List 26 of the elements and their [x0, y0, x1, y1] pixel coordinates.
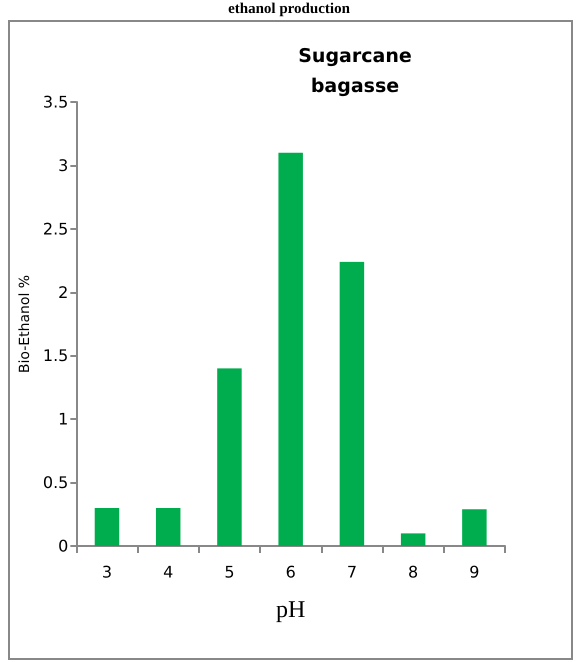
- y-tick-label: 2: [58, 282, 68, 302]
- bar: [156, 508, 180, 546]
- y-tick-label: 3.5: [42, 92, 68, 112]
- bar: [94, 508, 120, 546]
- bar: [462, 509, 487, 546]
- y-tick-label: 1.5: [42, 346, 68, 366]
- x-tick-label: 5: [224, 562, 235, 582]
- y-tick-label: 3: [58, 156, 68, 175]
- text: ethanol production: [227, 0, 351, 18]
- x-axis-title: pH: [276, 597, 306, 623]
- y-tick-label: 1: [58, 410, 68, 429]
- x-tick-label: 3: [102, 562, 112, 582]
- x-tick-label: 8: [408, 562, 418, 582]
- y-tick-label: 0: [58, 536, 68, 556]
- bar: [217, 368, 242, 546]
- y-axis-title: Bio-Ethanol %: [17, 274, 33, 374]
- bar: [340, 262, 364, 546]
- x-tick-label: 9: [469, 562, 480, 582]
- y-tick-label: 2.5: [42, 219, 68, 238]
- bar: [400, 533, 426, 546]
- x-tick-label: 6: [286, 562, 296, 582]
- x-tick-label: 4: [163, 562, 174, 582]
- bar: [278, 152, 303, 546]
- chart-title: Sugarcane bagasse: [298, 45, 412, 97]
- x-tick-label: 7: [346, 562, 358, 582]
- y-tick-label: 0.5: [42, 473, 68, 492]
